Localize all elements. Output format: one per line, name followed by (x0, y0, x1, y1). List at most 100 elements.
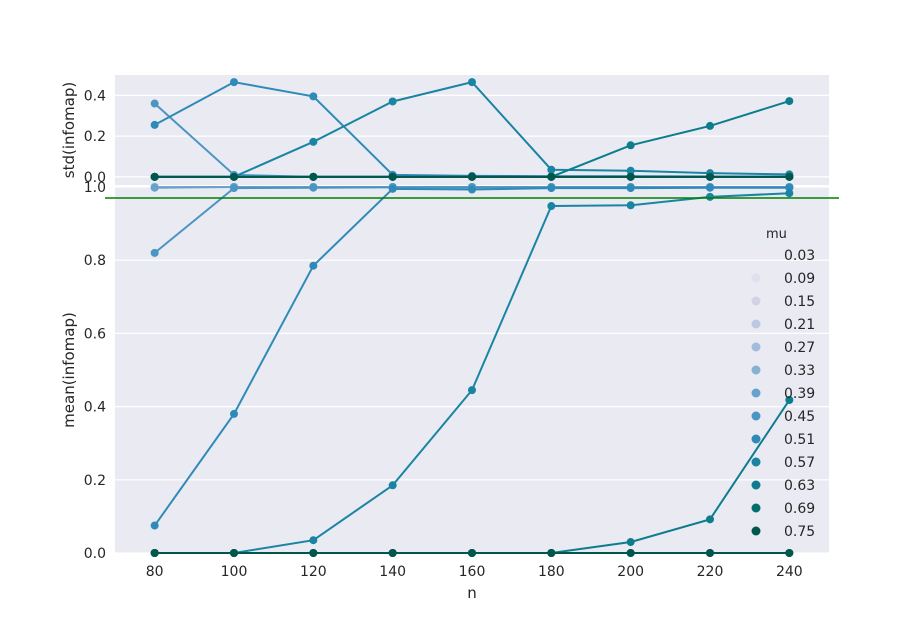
data-point (626, 184, 635, 193)
data-point (309, 536, 318, 545)
std-panel: 0.0 0.2 0.4 std(infomap) (60, 75, 829, 186)
legend-label: 0.63 (784, 478, 815, 494)
x-tick-label: 240 (776, 564, 803, 580)
data-point (388, 184, 397, 193)
legend-label: 0.39 (784, 386, 815, 402)
data-point (785, 549, 794, 557)
data-point (547, 172, 556, 181)
legend: mu 0.030.090.150.210.270.330.390.450.510… (751, 227, 815, 540)
x-tick-label: 80 (146, 564, 164, 580)
legend-item: 0.33 (751, 363, 815, 379)
legend-marker (751, 434, 761, 444)
data-point (468, 549, 476, 557)
legend-item: 0.15 (751, 294, 815, 310)
mean-panel: 0.0 0.2 0.4 0.6 0.8 1.0 80 100 120 140 160 180 200 2… (60, 180, 839, 602)
x-tick-label: 140 (379, 564, 406, 580)
data-point (150, 248, 159, 257)
data-point (547, 549, 556, 557)
data-point (785, 183, 794, 192)
data-point (547, 165, 556, 174)
legend-marker (751, 503, 761, 513)
legend-item: 0.57 (751, 455, 815, 471)
data-point (150, 99, 159, 108)
data-point (150, 521, 159, 530)
legend-marker (751, 526, 761, 536)
legend-marker (751, 388, 761, 398)
legend-marker (751, 296, 761, 306)
data-point (706, 183, 714, 192)
std-series (150, 78, 794, 181)
data-point (309, 549, 318, 557)
data-point (626, 549, 635, 557)
data-point (706, 549, 714, 557)
legend-label: 0.69 (784, 501, 815, 517)
data-point (388, 172, 397, 181)
legend-label: 0.51 (784, 432, 815, 448)
bot-y-tick-label: 1.0 (84, 180, 106, 196)
legend-label: 0.21 (784, 317, 815, 333)
data-point (150, 120, 159, 129)
legend-item: 0.03 (751, 248, 815, 264)
data-point (626, 172, 635, 181)
legend-label: 0.75 (784, 524, 815, 540)
legend-label: 0.45 (784, 409, 815, 425)
top-y-tick-label: 0.2 (84, 129, 106, 145)
x-tick-label: 160 (459, 564, 486, 580)
bot-y-tick-label: 0.2 (84, 473, 106, 489)
data-point (309, 183, 318, 192)
top-y-tick-label: 0.4 (84, 88, 106, 104)
mean-y-axis-label: mean(infomap) (60, 312, 78, 428)
data-point (626, 538, 635, 547)
series-0.51 (150, 183, 794, 530)
data-point (309, 137, 318, 146)
data-point (309, 261, 318, 270)
bot-y-tick-label: 0.8 (84, 253, 106, 269)
legend-items: 0.03 0.09 0.15 0.21 0.27 0.33 0.39 0.45 0.51 0.57… (751, 248, 815, 540)
x-tick-label: 180 (538, 564, 565, 580)
bot-y-tick-label: 0.6 (84, 326, 106, 342)
data-point (626, 201, 635, 210)
data-point (309, 92, 318, 101)
legend-item: 0.09 (751, 271, 815, 287)
x-tick-labels: 80 100 120 140 160 180 200 220 240 (146, 564, 803, 580)
mean-series (150, 183, 794, 557)
legend-label: 0.09 (784, 271, 815, 287)
std-y-axis-label: std(infomap) (60, 82, 78, 178)
legend-item: 0.69 (751, 501, 815, 517)
series-0.75 (150, 549, 794, 557)
legend-marker (751, 411, 761, 421)
legend-item: 0.63 (751, 478, 815, 494)
legend-item: 0.39 (751, 386, 815, 402)
std-y-tick-labels: 0.0 0.2 0.4 (84, 88, 106, 185)
data-point (230, 78, 238, 87)
data-point (468, 78, 476, 87)
legend-item: 0.21 (751, 317, 815, 333)
legend-item: 0.45 (751, 409, 815, 425)
data-point (706, 192, 714, 201)
legend-marker (751, 273, 761, 283)
legend-title: mu (766, 227, 787, 242)
data-point (785, 189, 794, 198)
legend-label: 0.57 (784, 455, 815, 471)
x-tick-label: 200 (617, 564, 644, 580)
legend-label: 0.15 (784, 294, 815, 310)
series-0.75 (150, 172, 794, 181)
legend-marker (751, 457, 761, 467)
data-point (230, 409, 238, 418)
x-tick-label: 220 (697, 564, 724, 580)
data-point (785, 396, 794, 405)
data-point (309, 172, 318, 181)
data-point (547, 202, 556, 211)
legend-label: 0.27 (784, 340, 815, 356)
legend-marker (751, 319, 761, 329)
mean-plot-area (115, 187, 829, 553)
data-point (230, 184, 238, 193)
std-plot-area (115, 75, 829, 185)
legend-marker (751, 250, 761, 260)
data-point (150, 172, 159, 181)
legend-marker (751, 480, 761, 490)
x-tick-label: 120 (300, 564, 327, 580)
legend-item: 0.27 (751, 340, 815, 356)
data-point (468, 386, 476, 395)
